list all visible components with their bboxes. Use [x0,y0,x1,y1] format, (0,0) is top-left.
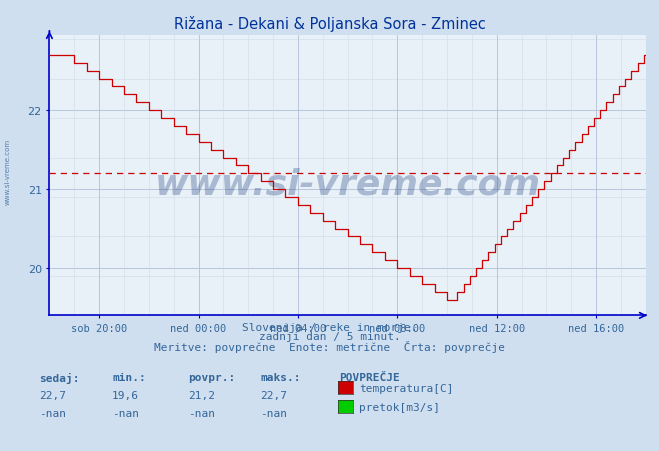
Text: -nan: -nan [260,408,287,418]
Text: 21,2: 21,2 [188,390,215,400]
Text: www.si-vreme.com: www.si-vreme.com [5,138,11,204]
Text: maks.:: maks.: [260,372,301,382]
Text: temperatura[C]: temperatura[C] [359,383,453,393]
Text: -nan: -nan [112,408,139,418]
Text: pretok[m3/s]: pretok[m3/s] [359,402,440,412]
Text: Rižana - Dekani & Poljanska Sora - Zminec: Rižana - Dekani & Poljanska Sora - Zmine… [173,16,486,32]
Text: Slovenija / reke in morje.: Slovenija / reke in morje. [242,322,417,332]
Text: 22,7: 22,7 [260,390,287,400]
Text: Meritve: povprečne  Enote: metrične  Črta: povprečje: Meritve: povprečne Enote: metrične Črta:… [154,341,505,353]
Text: -nan: -nan [188,408,215,418]
Text: www.si-vreme.com: www.si-vreme.com [155,167,540,201]
Text: 22,7: 22,7 [40,390,67,400]
Text: povpr.:: povpr.: [188,372,235,382]
Text: min.:: min.: [112,372,146,382]
Text: sedaj:: sedaj: [40,372,80,383]
Text: zadnji dan / 5 minut.: zadnji dan / 5 minut. [258,331,401,341]
Text: -nan: -nan [40,408,67,418]
Text: 19,6: 19,6 [112,390,139,400]
Text: POVPREČJE: POVPREČJE [339,372,400,382]
